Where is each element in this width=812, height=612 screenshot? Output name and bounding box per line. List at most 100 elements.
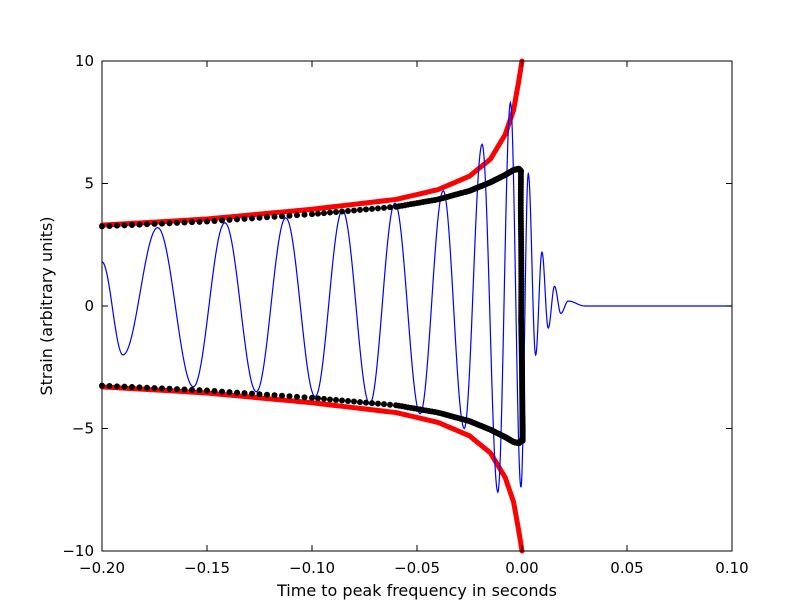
data-point <box>249 390 255 397</box>
data-point <box>181 219 188 226</box>
data-point <box>279 392 285 399</box>
data-point <box>174 219 180 226</box>
data-point <box>166 385 173 392</box>
data-point <box>369 205 375 212</box>
data-point <box>264 214 270 221</box>
data-point <box>327 209 333 216</box>
data-point <box>106 223 113 230</box>
data-point <box>294 212 300 219</box>
data-point <box>114 222 120 229</box>
data-point <box>351 207 357 214</box>
data-point <box>234 389 240 396</box>
series-line-0 <box>101 100 732 494</box>
data-point <box>264 391 270 398</box>
data-point <box>189 386 195 393</box>
data-point <box>345 398 351 405</box>
data-point <box>315 210 321 217</box>
x-tick-label: 0.00 <box>505 559 538 577</box>
x-tick-label: −0.15 <box>184 559 230 577</box>
data-point <box>241 390 248 397</box>
series-layer <box>99 58 732 554</box>
data-point <box>181 386 188 393</box>
data-point <box>294 393 300 400</box>
data-point <box>144 221 150 228</box>
data-point <box>106 382 113 389</box>
x-tick-label: 0.10 <box>715 559 748 577</box>
x-tick-label: −0.05 <box>394 559 440 577</box>
series-envelope-1 <box>99 58 525 228</box>
data-point <box>196 218 203 225</box>
series-dots-3 <box>99 165 524 230</box>
data-point <box>114 383 120 390</box>
data-point <box>357 399 363 406</box>
data-point <box>363 399 369 406</box>
series-dots-4 <box>99 382 524 447</box>
data-point <box>271 213 278 220</box>
data-point <box>271 392 278 399</box>
data-point <box>204 218 210 225</box>
data-point <box>151 385 158 392</box>
data-point <box>256 214 263 221</box>
y-tick-label: 10 <box>75 52 94 70</box>
series-dots-5 <box>517 168 526 444</box>
data-point <box>387 401 393 408</box>
data-point <box>381 204 387 211</box>
y-tick-label: −5 <box>72 420 94 438</box>
data-point <box>249 215 255 222</box>
data-point <box>129 221 135 228</box>
data-point <box>381 401 387 408</box>
data-point <box>159 220 165 227</box>
data-point <box>333 209 339 216</box>
data-point <box>375 205 381 212</box>
series-envelope-2 <box>99 384 525 554</box>
data-point <box>159 385 165 392</box>
data-point <box>226 216 233 223</box>
data-point <box>279 213 285 220</box>
y-axis-title: Strain (arbitrary units) <box>37 216 56 395</box>
data-point <box>363 206 369 213</box>
x-axis-title: Time to peak frequency in seconds <box>276 581 557 600</box>
y-tick-label: −10 <box>62 542 94 560</box>
data-point <box>301 211 308 218</box>
data-point <box>204 387 210 394</box>
data-point <box>351 398 357 405</box>
data-point <box>151 220 158 227</box>
data-point <box>129 384 135 391</box>
data-point <box>357 206 363 213</box>
data-point <box>196 387 203 394</box>
data-point <box>136 384 143 391</box>
data-point <box>315 395 321 402</box>
x-tick-label: −0.10 <box>289 559 335 577</box>
data-point <box>286 212 293 219</box>
data-point <box>121 383 128 390</box>
data-point <box>321 395 327 402</box>
data-point <box>256 391 263 398</box>
data-point <box>387 204 393 211</box>
data-point <box>519 437 526 444</box>
data-point <box>174 386 180 393</box>
x-tick-label: 0.05 <box>610 559 643 577</box>
ticks-layer: −0.20 −0.15 −0.10 −0.05 0.00 0.05 0.10 10 5 0 −5 −1… <box>62 52 748 577</box>
data-point <box>189 219 195 226</box>
data-point <box>327 396 333 403</box>
data-point <box>369 400 375 407</box>
data-point <box>321 210 327 217</box>
data-point <box>219 217 225 224</box>
data-point <box>345 207 351 214</box>
data-point <box>309 211 315 218</box>
y-tick-label: 5 <box>84 175 94 193</box>
data-point <box>211 388 218 395</box>
data-point <box>136 221 143 228</box>
x-tick-label: −0.20 <box>79 559 125 577</box>
data-point <box>219 388 225 395</box>
data-point <box>226 389 233 396</box>
y-tick-label: 0 <box>84 297 94 315</box>
data-point <box>309 394 315 401</box>
data-point <box>144 384 150 391</box>
data-point <box>211 217 218 224</box>
data-point <box>166 220 173 227</box>
data-point <box>241 215 248 222</box>
data-point <box>121 222 128 229</box>
data-point <box>339 208 345 215</box>
